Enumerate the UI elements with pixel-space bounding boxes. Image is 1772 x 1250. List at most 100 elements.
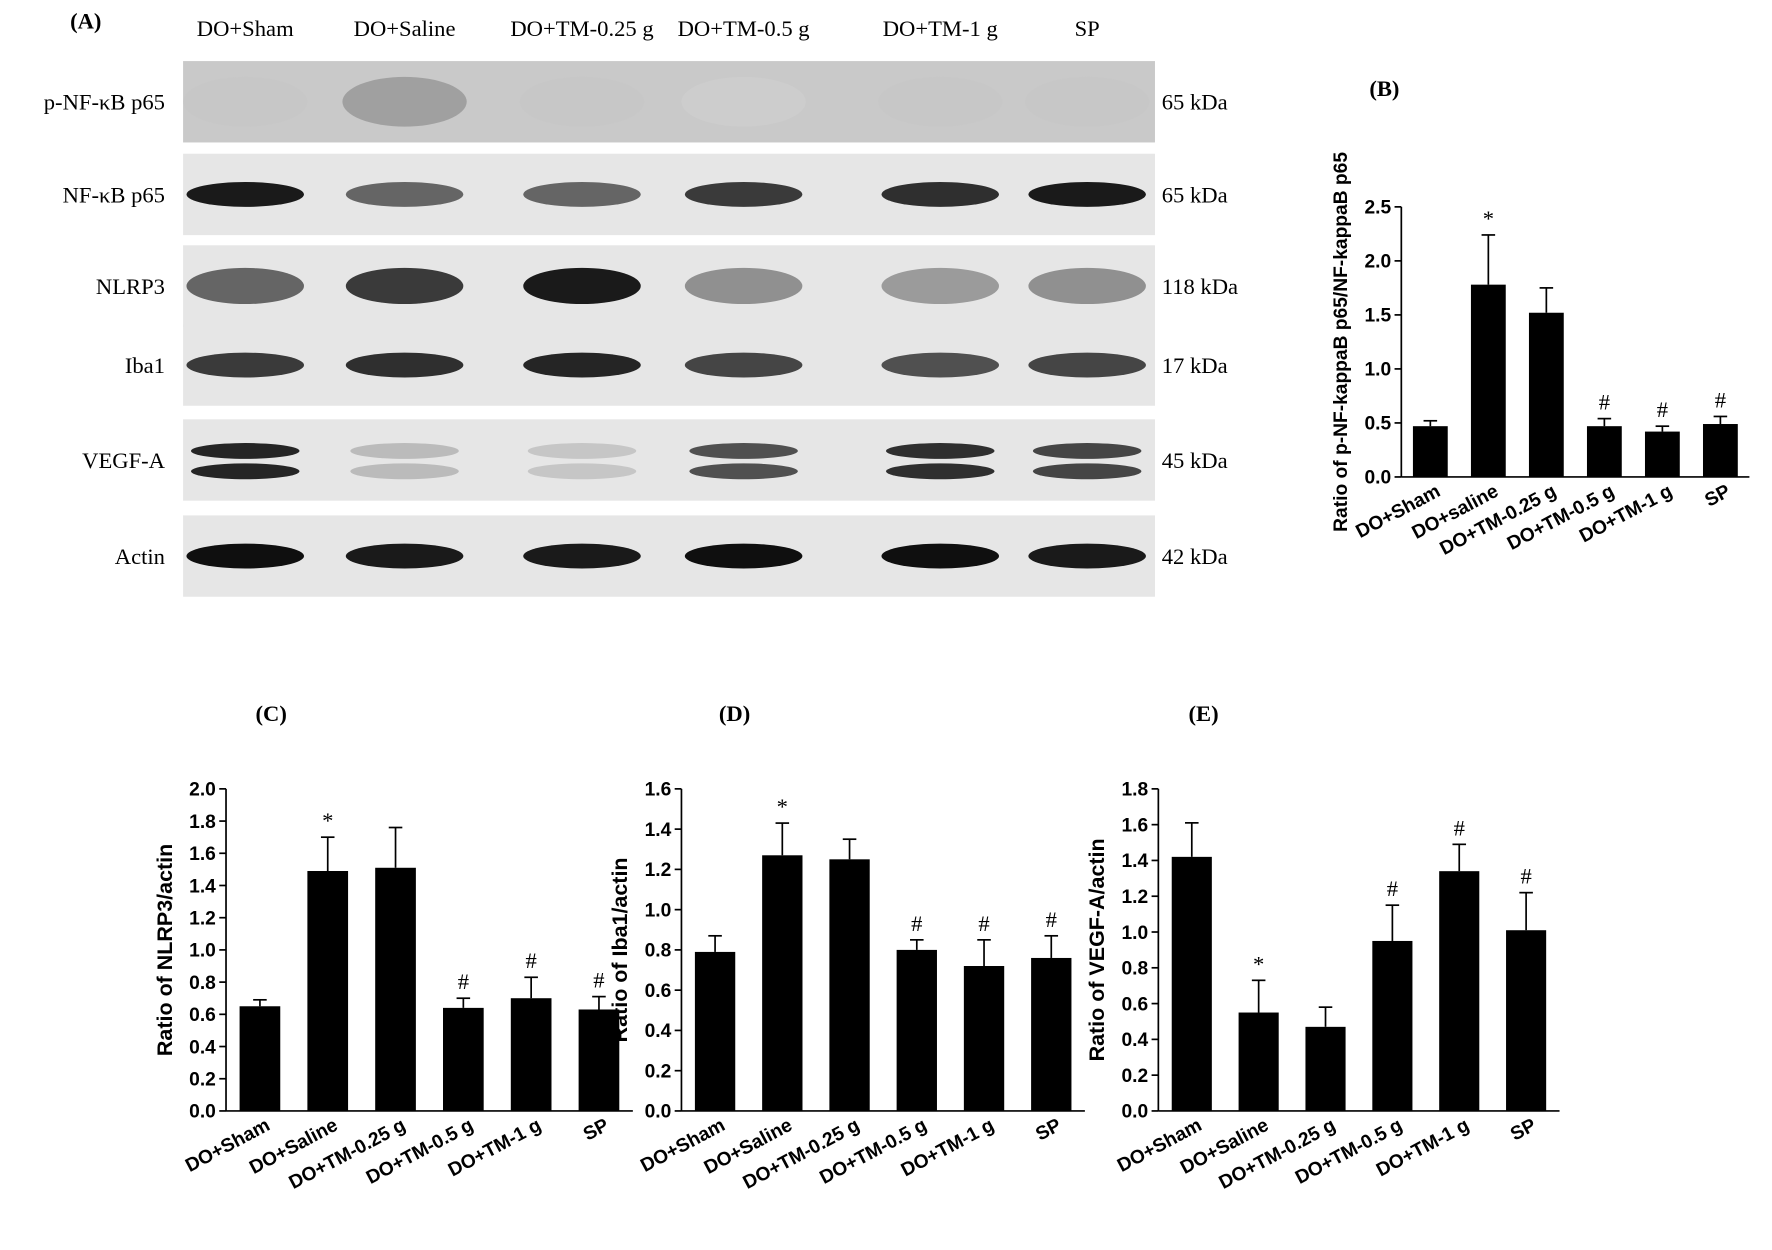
- band: [190, 443, 300, 459]
- band: [527, 443, 637, 459]
- band: [689, 463, 798, 480]
- band: [689, 443, 798, 459]
- y-tick-label: 2.0: [189, 780, 216, 801]
- band: [1028, 352, 1146, 378]
- band: [523, 182, 641, 207]
- band: [186, 182, 304, 207]
- significance-mark: #: [1599, 390, 1610, 415]
- bar: [963, 966, 1005, 1111]
- y-tick-label: 0.8: [1121, 959, 1148, 980]
- size-label: 17 kDa: [1162, 353, 1228, 378]
- band: [684, 267, 803, 305]
- band: [519, 76, 645, 127]
- y-tick-label: 0.0: [1121, 1102, 1148, 1123]
- lane-label: DO+Sham: [197, 16, 294, 41]
- lane-label: DO+TM-0.25 g: [510, 16, 653, 41]
- bar: [375, 867, 416, 1111]
- y-tick-label: 1.2: [1121, 887, 1148, 908]
- significance-mark: #: [593, 968, 604, 993]
- bar: [1528, 312, 1564, 477]
- bar: [578, 1009, 620, 1111]
- band: [1028, 267, 1146, 305]
- y-tick-label: 1.5: [1364, 306, 1391, 327]
- significance-mark: #: [1387, 876, 1398, 901]
- band: [881, 182, 1000, 207]
- y-tick-label: 1.2: [645, 860, 672, 881]
- band: [345, 182, 464, 207]
- y-tick-label: 2.5: [1364, 198, 1391, 219]
- bar: [896, 949, 937, 1111]
- bar: [694, 951, 736, 1111]
- significance-mark: #: [911, 911, 922, 936]
- y-tick-label: 1.6: [189, 844, 216, 865]
- band: [527, 463, 637, 480]
- y-tick-label: 1.8: [1121, 780, 1148, 801]
- size-label: 45 kDa: [1162, 448, 1228, 473]
- significance-mark: #: [978, 911, 989, 936]
- bar: [1412, 426, 1448, 477]
- size-label: 65 kDa: [1162, 182, 1228, 207]
- band: [886, 443, 995, 459]
- y-tick-label: 1.8: [189, 812, 216, 833]
- y-tick-label: 1.4: [189, 876, 216, 897]
- band: [523, 543, 641, 569]
- blot-strip: [183, 153, 1155, 236]
- band: [881, 543, 1000, 569]
- y-tick-label: 0.8: [645, 941, 672, 962]
- band: [886, 463, 995, 480]
- band: [342, 76, 467, 127]
- y-tick-label: 1.0: [1364, 360, 1391, 381]
- y-tick-label: 1.0: [189, 941, 216, 962]
- row-label: Actin: [115, 544, 165, 569]
- y-tick-label: 2.0: [1364, 252, 1391, 273]
- bar: [762, 855, 803, 1111]
- chart-title: (D): [719, 701, 750, 726]
- band: [345, 352, 464, 378]
- bar: [829, 859, 870, 1111]
- band: [1028, 543, 1146, 569]
- bar: [1171, 856, 1212, 1111]
- y-tick-label: 1.0: [645, 900, 672, 921]
- band: [350, 463, 459, 480]
- blot-strip: [183, 324, 1155, 406]
- y-tick-label: 1.6: [645, 780, 672, 801]
- y-tick-label: 0.4: [645, 1021, 672, 1042]
- lane-label: SP: [1075, 16, 1100, 41]
- bar: [1372, 940, 1413, 1111]
- significance-mark: #: [1520, 864, 1531, 889]
- significance-mark: #: [1715, 387, 1726, 412]
- band: [345, 543, 464, 569]
- significance-mark: *: [1253, 951, 1264, 976]
- significance-mark: *: [777, 794, 788, 819]
- bar: [1031, 957, 1072, 1111]
- blot-strip: [183, 515, 1155, 597]
- band: [881, 352, 1000, 378]
- significance-mark: *: [1483, 206, 1494, 231]
- y-tick-label: 0.0: [1364, 468, 1391, 489]
- y-axis-label: Ratio of NLRP3/actin: [153, 844, 177, 1056]
- row-label: VEGF-A: [82, 448, 166, 473]
- chart-title: (C): [256, 701, 287, 726]
- bar: [1470, 284, 1506, 477]
- y-tick-label: 1.6: [1121, 815, 1148, 836]
- significance-mark: #: [1046, 907, 1057, 932]
- y-tick-label: 0.2: [645, 1061, 672, 1082]
- significance-mark: #: [525, 948, 536, 973]
- lane-label: DO+TM-0.5 g: [678, 16, 810, 41]
- y-tick-label: 0.4: [189, 1037, 216, 1058]
- chart-title: (B): [1369, 76, 1399, 101]
- band: [523, 352, 641, 378]
- band: [878, 76, 1003, 127]
- significance-mark: #: [1657, 397, 1668, 422]
- bar: [510, 998, 552, 1111]
- band: [681, 76, 806, 127]
- bar: [443, 1007, 484, 1111]
- band: [345, 267, 464, 305]
- band: [190, 463, 300, 480]
- lane-label: DO+Saline: [354, 16, 456, 41]
- band: [1025, 76, 1150, 127]
- size-label: 65 kDa: [1162, 90, 1228, 115]
- band: [1032, 463, 1142, 480]
- y-tick-label: 0.2: [1121, 1066, 1148, 1087]
